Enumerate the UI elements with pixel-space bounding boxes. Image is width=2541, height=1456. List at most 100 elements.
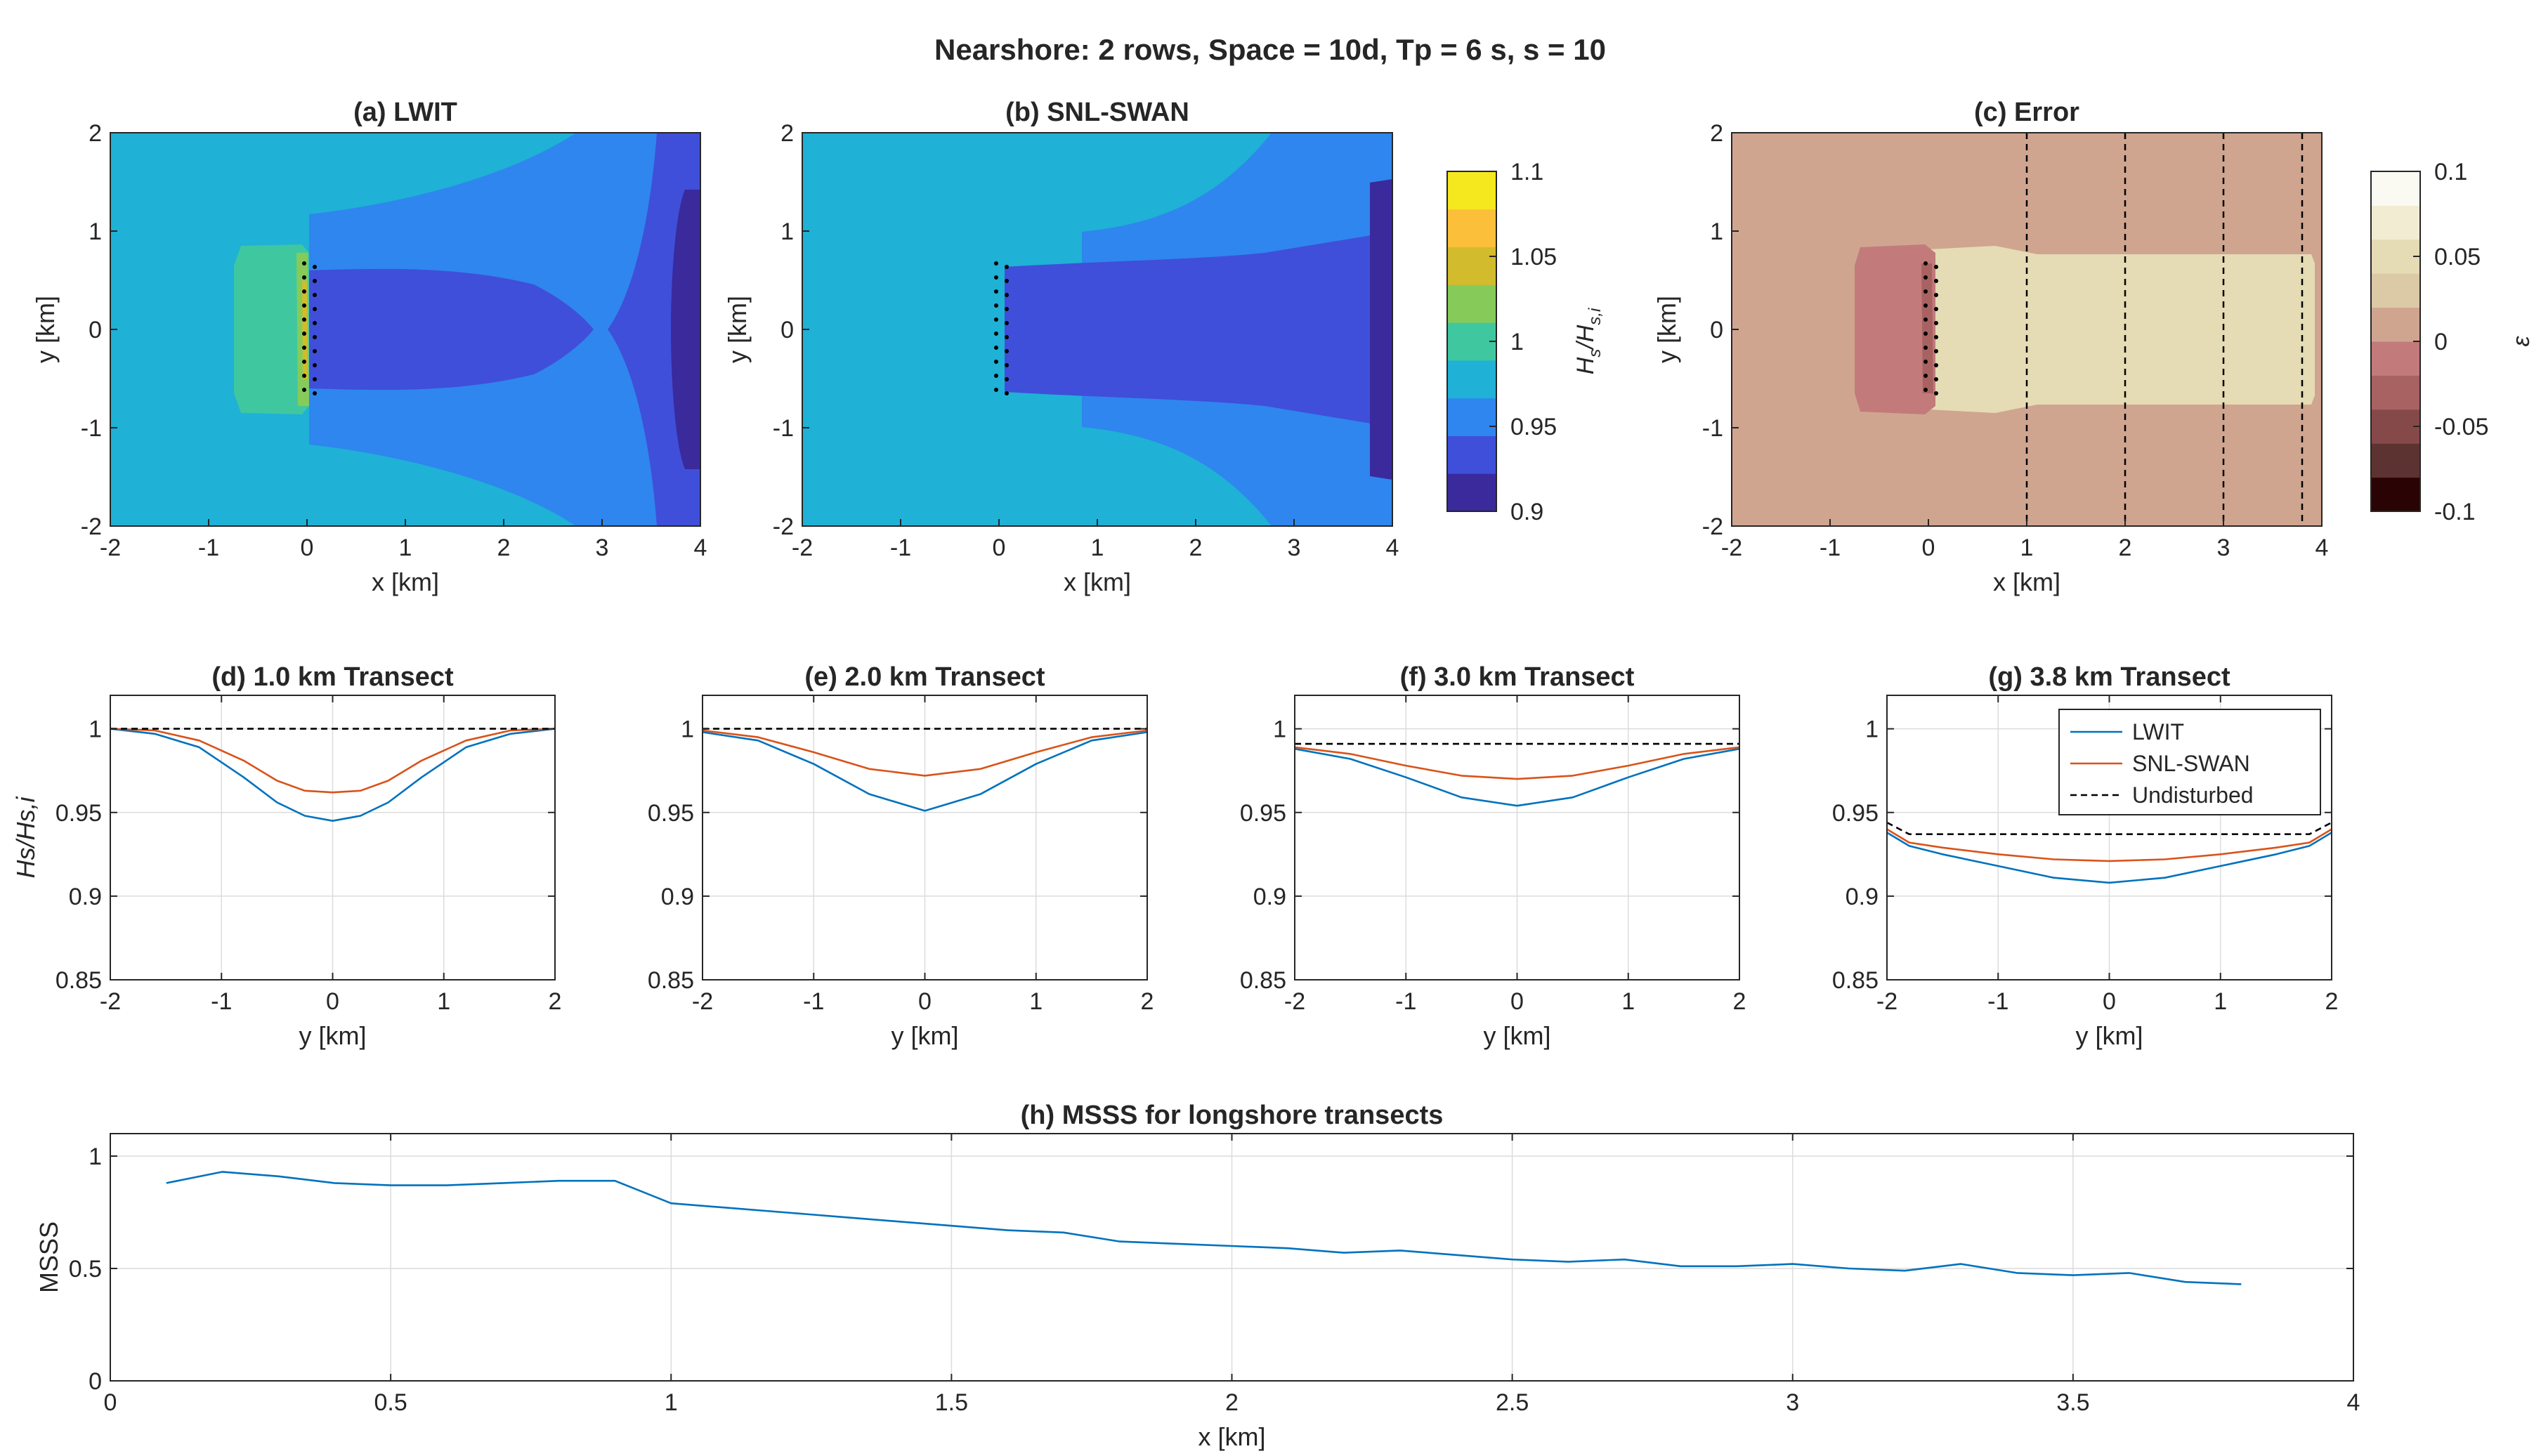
series-line-lwit	[110, 728, 556, 822]
x-tick-label: 1.5	[935, 1389, 968, 1416]
map-a-title: (a) LWIT	[353, 98, 457, 127]
y-tick-label: -2	[1702, 513, 1723, 540]
colorbar-band	[1447, 360, 1496, 399]
colorbar-band	[2371, 341, 2420, 376]
y-axis-label: MSSS	[34, 1221, 63, 1293]
plot-title: (d) 1.0 km Transect	[211, 662, 454, 692]
x-tick-label: -1	[211, 988, 232, 1015]
svg-text:Hs/Hs,i: Hs/Hs,i	[1572, 308, 1605, 374]
x-tick-label: -2	[792, 534, 813, 561]
x-tick-label: -1	[803, 988, 824, 1015]
colorbar-band	[1447, 473, 1496, 512]
y-tick-label: 1	[1865, 716, 1879, 743]
x-axis-label: x [km]	[1198, 1422, 1266, 1451]
x-tick-label: 3	[1288, 534, 1301, 561]
x-tick-label: -2	[1284, 988, 1305, 1015]
y-tick-label: 1	[89, 218, 102, 245]
y-tick-label: 0.85	[648, 967, 694, 994]
x-tick-label: 2	[1225, 1389, 1239, 1416]
y-tick-label: 0.9	[1846, 884, 1879, 910]
y-tick-label: 0.85	[1240, 967, 1286, 994]
y-tick-label: 0.95	[1832, 800, 1879, 827]
x-axis-label: y [km]	[299, 1021, 367, 1050]
y-tick-label: 2	[780, 120, 794, 147]
colorbar-tick-label: 0	[2434, 329, 2448, 355]
x-tick-label: 0	[993, 534, 1006, 561]
colorbar-tick-label: 0.1	[2434, 159, 2467, 185]
colorbar-band	[1447, 322, 1496, 361]
map-b-title: (b) SNL-SWAN	[1005, 98, 1189, 127]
colorbar-hs-label: Hs/Hs,i	[1572, 308, 1605, 374]
x-tick-label: -2	[692, 988, 713, 1015]
plot-title: (e) 2.0 km Transect	[804, 662, 1045, 692]
colorbar-band	[1447, 435, 1496, 474]
y-axis-label: y [km]	[723, 296, 752, 363]
series-line-msss	[166, 1171, 2242, 1285]
y-tick-label: 0.85	[55, 967, 102, 994]
x-tick-label: -2	[100, 988, 121, 1015]
colorbar-band	[1447, 247, 1496, 285]
series-line-lwit	[1886, 832, 2332, 884]
series-line-snl-swan	[702, 729, 1148, 777]
colorbar-band	[1447, 284, 1496, 323]
y-tick-label: 0.5	[69, 1256, 102, 1283]
colorbar-band	[2371, 307, 2420, 342]
x-tick-label: 1	[665, 1389, 678, 1416]
map-c: (c) Error -2 -1 0 1 2 3 4 -2 -1 0 1 2 x [km] y [km]	[1652, 98, 2328, 596]
x-tick-label: 4	[1386, 534, 1399, 561]
series-line-lwit	[702, 731, 1148, 812]
y-tick-label: 0.95	[55, 800, 102, 827]
map-a-field	[110, 133, 700, 526]
y-tick-label: -1	[81, 415, 102, 442]
x-axis-label: x [km]	[372, 568, 439, 596]
x-tick-label: -2	[1721, 534, 1742, 561]
y-tick-label: 1	[1273, 716, 1286, 743]
y-tick-label: 2	[89, 120, 102, 147]
y-tick-label: 1	[89, 716, 102, 743]
series-line-lwit	[1294, 747, 1740, 807]
series-line-snl-swan	[1886, 828, 2332, 863]
x-tick-label: 0.5	[374, 1389, 407, 1416]
series-line-snl-swan	[110, 728, 556, 794]
y-tick-label: 0	[1710, 317, 1723, 343]
y-tick-label: 0.9	[1253, 884, 1286, 910]
y-axis-label: Hs/Hs,i	[11, 796, 40, 879]
x-tick-label: -1	[1987, 988, 2008, 1015]
legend-label: SNL-SWAN	[2132, 751, 2250, 776]
x-tick-label: 3	[2217, 534, 2230, 561]
x-tick-label: 2	[1141, 988, 1154, 1015]
x-tick-label: 0	[301, 534, 314, 561]
x-tick-label: 4	[2347, 1389, 2360, 1416]
x-tick-label: 1	[2214, 988, 2227, 1015]
y-tick-label: 0	[89, 1368, 102, 1395]
y-tick-label: 1	[1710, 218, 1723, 245]
x-axis-label: x [km]	[1064, 568, 1131, 596]
colorbar-tick-label: -0.05	[2434, 414, 2489, 440]
x-tick-label: 0	[104, 1389, 117, 1416]
colorbar-tick-label: 1.05	[1510, 244, 1557, 270]
colorbar-band	[2371, 375, 2420, 410]
y-tick-label: 1	[681, 716, 694, 743]
x-tick-label: 2	[1733, 988, 1746, 1015]
x-tick-label: -1	[1820, 534, 1841, 561]
x-tick-label: -1	[1395, 988, 1416, 1015]
y-tick-label: 0	[780, 317, 794, 343]
x-tick-label: -1	[890, 534, 911, 561]
colorbar-band	[1447, 398, 1496, 436]
colorbar-err-label: ε	[2508, 335, 2535, 346]
colorbar-tick-label: 1.1	[1510, 159, 1543, 185]
colorbar-band	[2371, 443, 2420, 478]
legend-label: Undisturbed	[2132, 782, 2254, 808]
plot-title: (f) 3.0 km Transect	[1400, 662, 1635, 692]
x-tick-label: 0	[326, 988, 339, 1015]
colorbar-tick-label: -0.1	[2434, 499, 2476, 525]
x-tick-label: -2	[100, 534, 121, 561]
x-axis-label: y [km]	[891, 1021, 959, 1050]
x-tick-label: 0	[918, 988, 932, 1015]
breakwater-array-a	[302, 261, 317, 395]
y-tick-label: 1	[780, 218, 794, 245]
colorbar-tick-label: 0.05	[2434, 244, 2481, 270]
x-tick-label: -2	[1876, 988, 1897, 1015]
x-axis-label: x [km]	[1993, 568, 2060, 596]
x-tick-label: 1	[2020, 534, 2034, 561]
